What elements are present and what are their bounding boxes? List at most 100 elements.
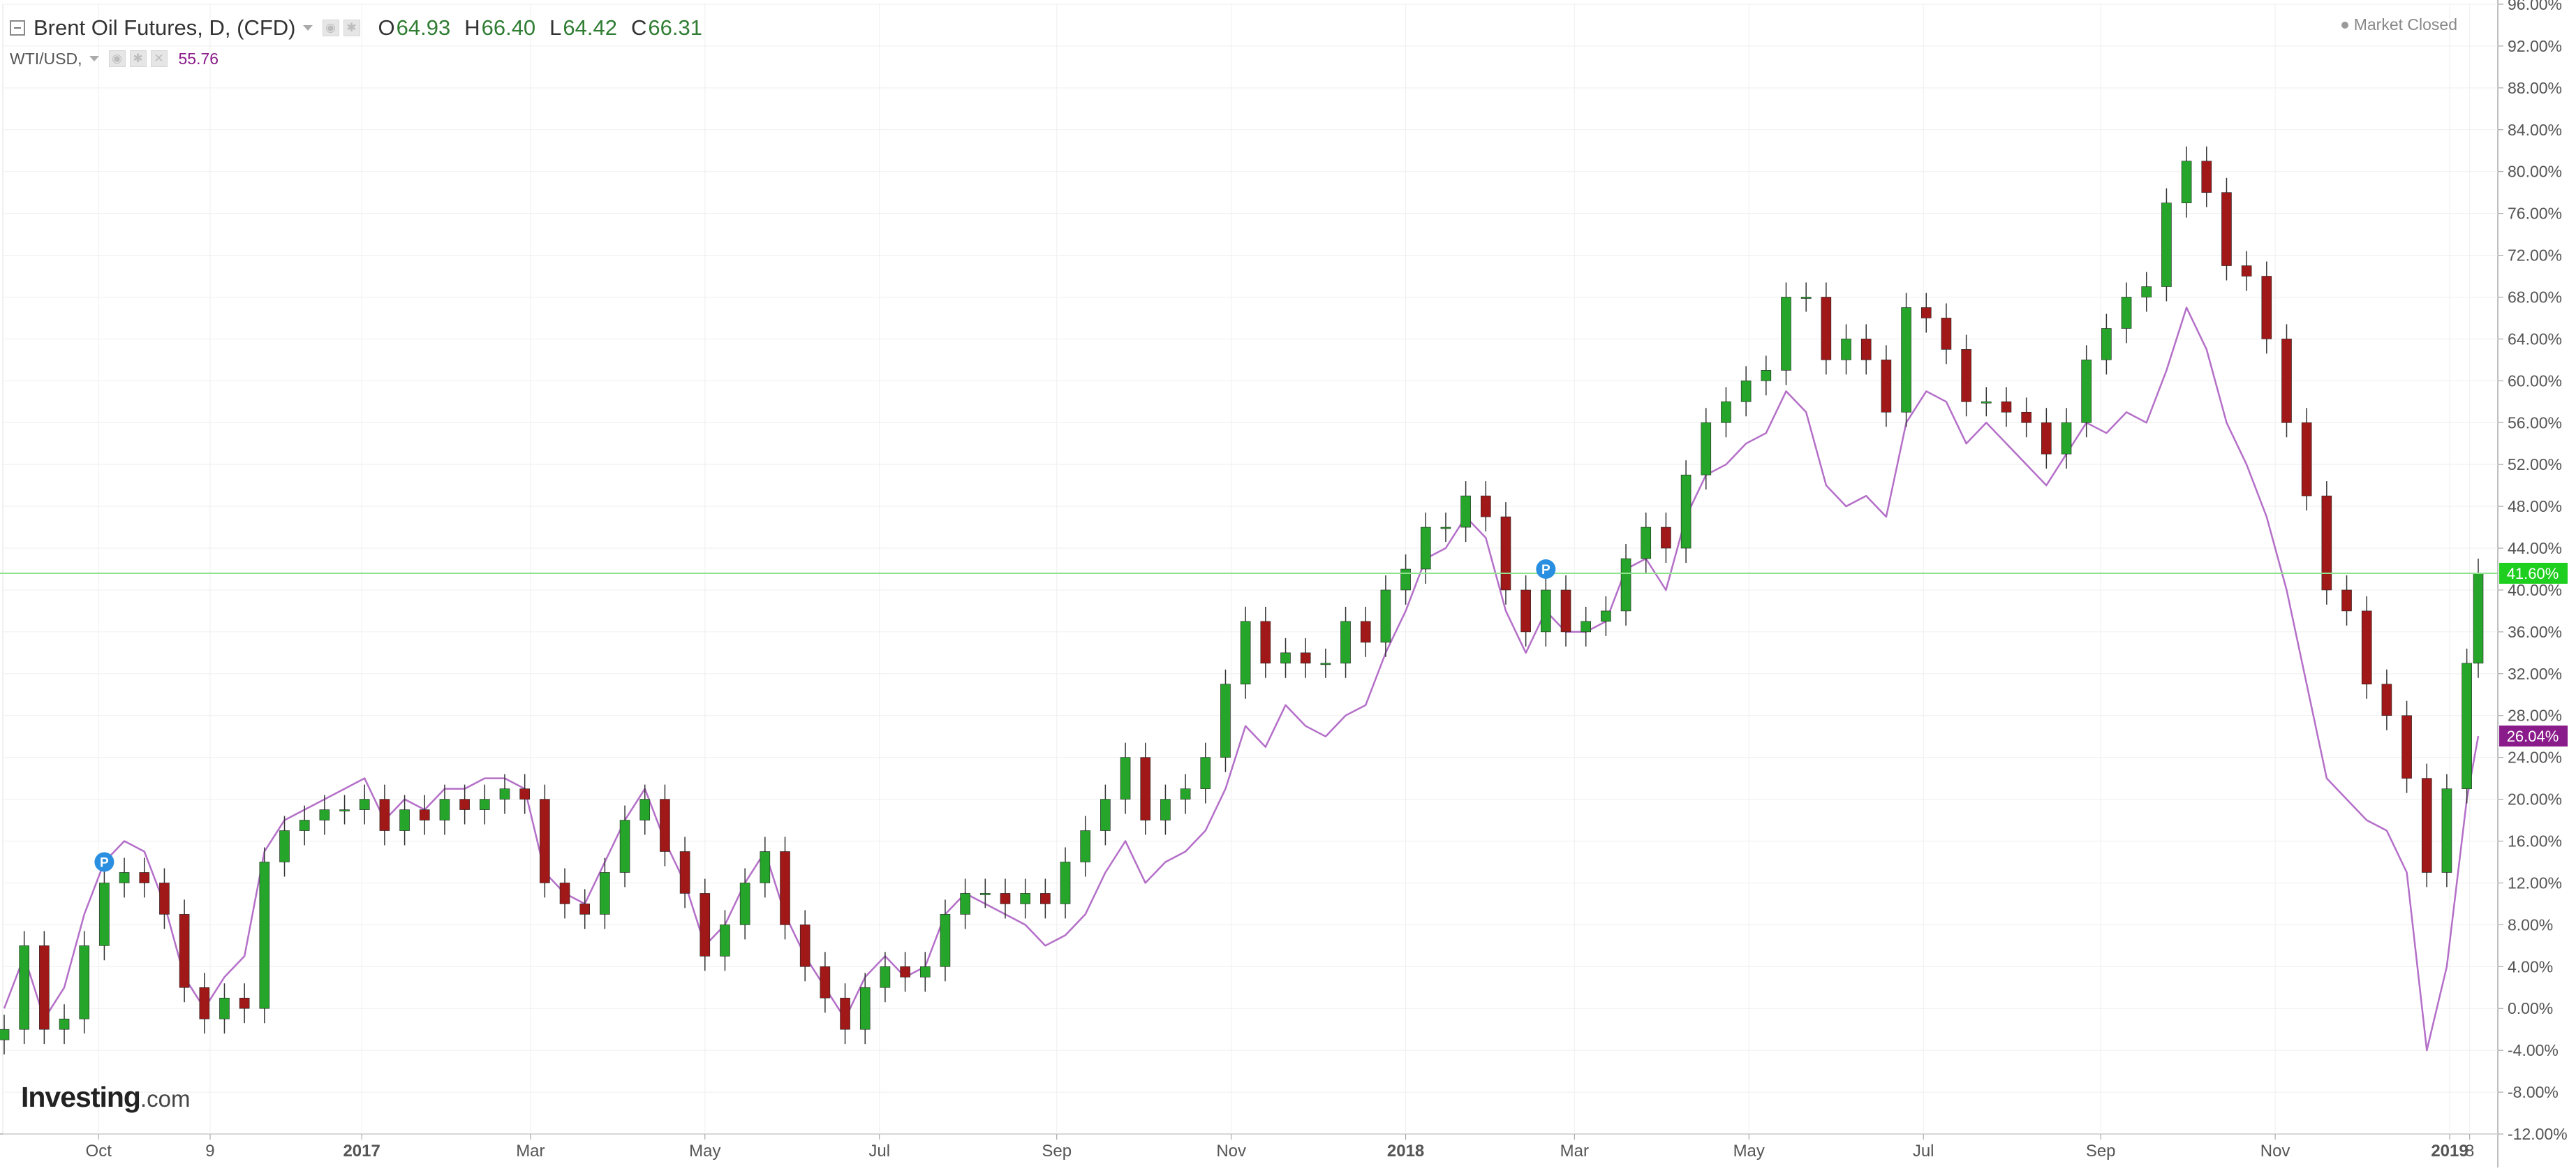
candle-down[interactable] [2361,610,2372,685]
candle-up[interactable] [1060,862,1071,904]
candle-up[interactable] [760,851,771,883]
candle-down[interactable] [1520,589,1531,633]
candle-up[interactable] [880,966,891,988]
candle-down[interactable] [179,914,190,988]
candle-down[interactable] [1500,516,1511,591]
candle-up[interactable] [219,997,230,1019]
compare-series-title[interactable]: WTI/USD, [10,49,82,68]
candle-up[interactable] [1981,401,1992,404]
candle-up[interactable] [1901,307,1911,413]
pivot-marker-icon[interactable] [1536,559,1556,579]
candle-up[interactable] [1581,621,1592,633]
gear-icon[interactable]: ✱ [343,20,360,36]
candle-down[interactable] [540,799,550,883]
candle-up[interactable] [1240,621,1251,685]
collapse-legend-icon[interactable] [10,20,25,36]
candle-up[interactable] [960,893,970,915]
candle-down[interactable] [239,997,250,1009]
candle-down[interactable] [2041,422,2052,455]
candle-down[interactable] [1941,318,1952,350]
candle-down[interactable] [1360,621,1371,643]
candle-up[interactable] [1761,370,1772,381]
candle-down[interactable] [1140,757,1151,820]
candle-down[interactable] [459,799,470,810]
candle-up[interactable] [1420,526,1431,570]
candle-up[interactable] [2462,663,2472,789]
candle-down[interactable] [519,788,530,800]
candle-down[interactable] [820,966,831,999]
candle-up[interactable] [119,872,130,883]
candle-up[interactable] [1781,297,1791,371]
candle-down[interactable] [660,799,670,852]
candle-down[interactable] [419,809,430,820]
candle-down[interactable] [1881,360,1892,413]
candle-down[interactable] [699,893,711,957]
candle-up[interactable] [1460,495,1471,528]
candle-up[interactable] [319,809,330,820]
candle-down[interactable] [900,966,910,978]
candle-up[interactable] [1701,422,1712,476]
eye-icon[interactable]: ◉ [322,20,339,36]
candle-up[interactable] [1440,526,1451,529]
candle-down[interactable] [159,883,170,915]
candle-up[interactable] [940,914,951,967]
candle-down[interactable] [2301,422,2312,496]
main-series-title[interactable]: Brent Oil Futures, D, (CFD) [34,15,296,40]
pivot-marker-icon[interactable] [94,852,114,872]
candle-down[interactable] [1920,307,1932,318]
candle-up[interactable] [639,799,651,820]
candle-down[interactable] [2261,276,2272,339]
candle-down[interactable] [840,997,850,1030]
candle-up[interactable] [1220,684,1231,758]
candle-up[interactable] [339,809,350,811]
candle-down[interactable] [679,851,690,894]
candle-down[interactable] [1961,349,1971,402]
candle-up[interactable] [859,987,871,1030]
candle-up[interactable] [2473,573,2484,664]
candle-up[interactable] [619,820,630,873]
candle-up[interactable] [1200,757,1211,789]
candle-down[interactable] [2381,684,2392,716]
candle-down[interactable] [1300,652,1311,664]
candle-down[interactable] [1260,621,1271,664]
candle-up[interactable] [0,1029,10,1040]
candle-up[interactable] [1340,621,1351,664]
candle-up[interactable] [1800,297,1812,299]
candle-down[interactable] [2421,778,2432,873]
candle-up[interactable] [1100,799,1111,831]
candle-up[interactable] [1601,610,1611,622]
candle-up[interactable] [1320,663,1331,665]
candle-down[interactable] [1481,495,1491,517]
candle-up[interactable] [2141,286,2152,297]
candle-down[interactable] [1821,297,1832,360]
candle-up[interactable] [1380,589,1391,643]
candle-up[interactable] [19,945,29,1030]
candle-up[interactable] [99,883,110,946]
candle-down[interactable] [1560,589,1571,633]
candle-up[interactable] [439,799,450,820]
candle-down[interactable] [1661,526,1671,549]
gear-icon[interactable]: ✱ [129,50,147,67]
candle-down[interactable] [39,945,50,1030]
candle-down[interactable] [199,987,210,1019]
candle-down[interactable] [780,851,790,925]
candle-up[interactable] [1620,558,1631,612]
candle-up[interactable] [1721,401,1731,423]
candle-up[interactable] [279,830,290,862]
candle-up[interactable] [480,799,490,810]
candle-down[interactable] [799,925,810,967]
candle-down[interactable] [2281,339,2292,423]
candle-down[interactable] [379,799,390,831]
candle-up[interactable] [2121,297,2132,329]
candle-up[interactable] [399,809,410,831]
candle-down[interactable] [2021,411,2031,423]
candle-down[interactable] [2001,401,2012,413]
candle-up[interactable] [1641,526,1652,559]
candle-down[interactable] [1000,893,1011,904]
candle-up[interactable] [1740,381,1752,402]
candle-up[interactable] [1841,339,1851,360]
candle-up[interactable] [1400,568,1411,591]
candle-up[interactable] [59,1018,70,1030]
candle-down[interactable] [559,883,570,904]
